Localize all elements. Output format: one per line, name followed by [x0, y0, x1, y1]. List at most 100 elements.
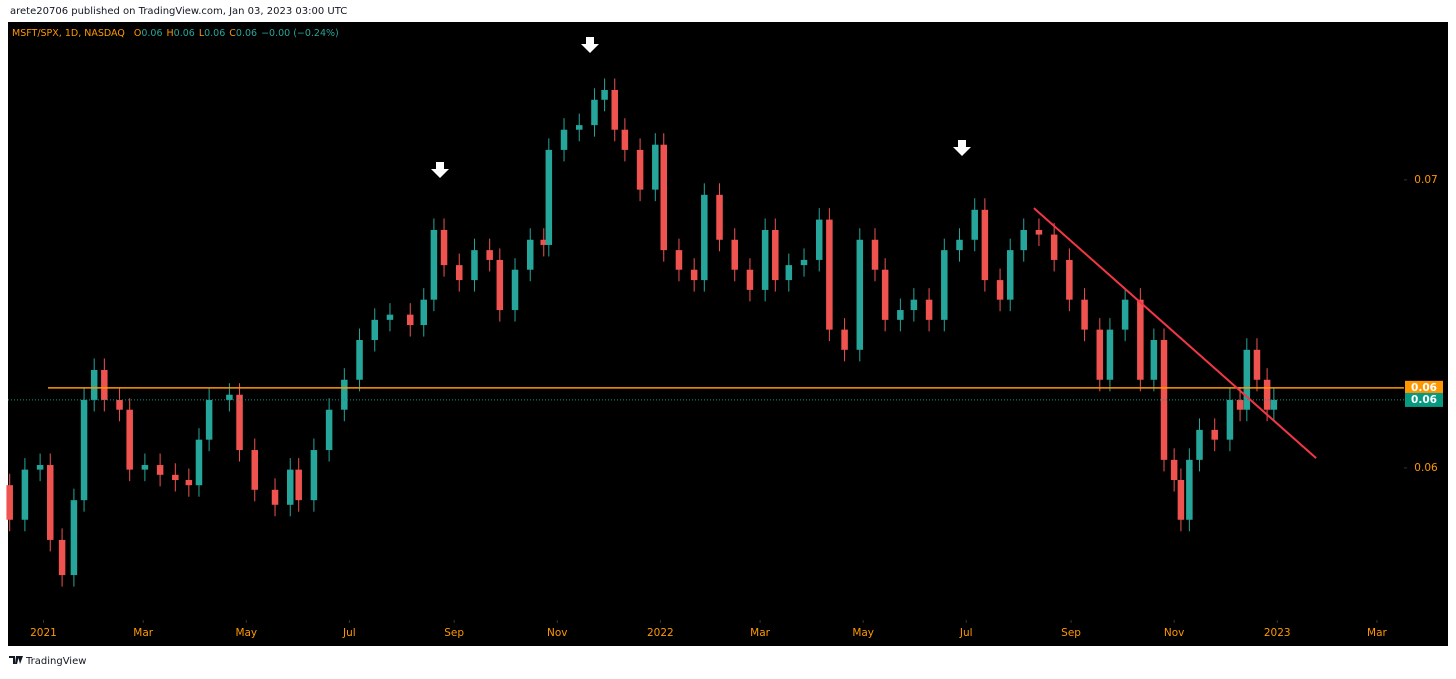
candle-body [371, 319, 378, 341]
candle-body [46, 465, 54, 540]
candle-body [101, 369, 108, 400]
candle-body [1006, 250, 1014, 300]
candle-body [440, 229, 448, 266]
candle-body [785, 265, 793, 281]
candle-body [1150, 340, 1158, 380]
candle-body [236, 394, 243, 451]
candle-body [1196, 429, 1203, 460]
candle-body [420, 299, 428, 326]
support-tag [1405, 380, 1443, 395]
candle-body [205, 399, 213, 440]
last-price-tag-label: 0.06 [1411, 394, 1437, 406]
candle-body [560, 129, 568, 150]
arrow [953, 140, 971, 156]
candle-body [611, 89, 618, 130]
candle-body [356, 340, 363, 380]
candle-body [925, 299, 933, 320]
candle-body [881, 269, 889, 320]
candle-body [690, 269, 698, 281]
candle-body [455, 265, 463, 281]
ohlc-value: 0.06 [236, 28, 257, 39]
ohlc-label: O [134, 28, 141, 39]
candle-body [1186, 459, 1193, 520]
x-tick-label: Sep [444, 627, 464, 639]
candle-body [621, 129, 629, 150]
candle-body [897, 310, 904, 320]
candle-body [1211, 429, 1218, 440]
trendline [1033, 207, 1317, 459]
candle-body [956, 239, 963, 251]
x-tick-label: Nov [1164, 627, 1185, 639]
candle-body [856, 239, 864, 350]
candle-body [941, 250, 948, 320]
candle-body [701, 194, 708, 281]
candle-body [1253, 349, 1261, 380]
candle-body [800, 259, 808, 266]
candle-body [910, 299, 918, 311]
candle-body [141, 465, 149, 470]
candle-body [575, 125, 583, 130]
published-note: arete20706 published on TradingView.com,… [10, 6, 347, 17]
candle-body [761, 229, 769, 290]
x-tick-label: Mar [1367, 627, 1387, 639]
candle-body [511, 269, 519, 311]
candle-body [471, 250, 478, 281]
candle-body [1121, 299, 1129, 330]
arrow [431, 162, 449, 178]
ohlc-label: H [167, 28, 174, 39]
candle-body [1106, 329, 1114, 380]
candle-body [841, 329, 848, 350]
candle-body [981, 209, 989, 281]
candle-body [1160, 340, 1168, 460]
ohlc-value: 0.06 [204, 28, 225, 39]
change: −0.00 (−0.24%) [261, 28, 339, 39]
x-tick-label: 2023 [1264, 627, 1291, 639]
candle-body [126, 409, 133, 470]
candle-body [746, 269, 754, 290]
last-price-tag [1405, 392, 1443, 407]
ohlc-label: L [199, 28, 205, 39]
x-tick-label: Jul [959, 627, 973, 639]
x-tick-label: 2022 [647, 627, 674, 639]
candle-body [1066, 259, 1073, 300]
x-tick-label: Mar [750, 627, 770, 639]
candle-body [58, 539, 66, 576]
candle-body [286, 469, 294, 505]
candle-body [1270, 399, 1278, 410]
candle-body [1226, 399, 1234, 440]
footer-brand: TradingView [25, 656, 86, 667]
candle-body [731, 239, 738, 270]
candle-body [430, 229, 438, 300]
x-tick-label: May [852, 627, 874, 639]
candle-body [526, 239, 534, 270]
ohlc-value: 0.06 [174, 28, 195, 39]
arrow-annotations [431, 37, 971, 178]
candle-body [70, 500, 78, 576]
candle-body [21, 469, 29, 520]
candle-body [325, 409, 333, 451]
candle-body [871, 239, 879, 270]
candle-body [406, 314, 414, 326]
candle-body [116, 399, 123, 410]
candle-body [36, 465, 44, 470]
candle-body [660, 144, 668, 251]
candle-body [772, 229, 779, 281]
ohlc-label: C [229, 28, 236, 39]
legend: MSFT/SPX, 1D, NASDAQ O0.06 H0.06 L0.06 C0.0… [12, 28, 339, 39]
candle-body [1170, 459, 1178, 481]
candle-body [815, 219, 823, 260]
candle-body [195, 439, 203, 486]
candle-body [545, 149, 553, 245]
x-tick-label: May [235, 627, 257, 639]
x-tick-label: 2021 [30, 627, 57, 639]
candle-body [716, 194, 723, 240]
candle-body [156, 465, 164, 475]
candle-body [1096, 329, 1104, 380]
candle-body [1243, 349, 1251, 410]
candle-body [826, 219, 833, 330]
candle-body [90, 369, 98, 400]
candle-body [185, 480, 193, 486]
candle-body [496, 259, 504, 311]
candle-body [675, 250, 683, 270]
